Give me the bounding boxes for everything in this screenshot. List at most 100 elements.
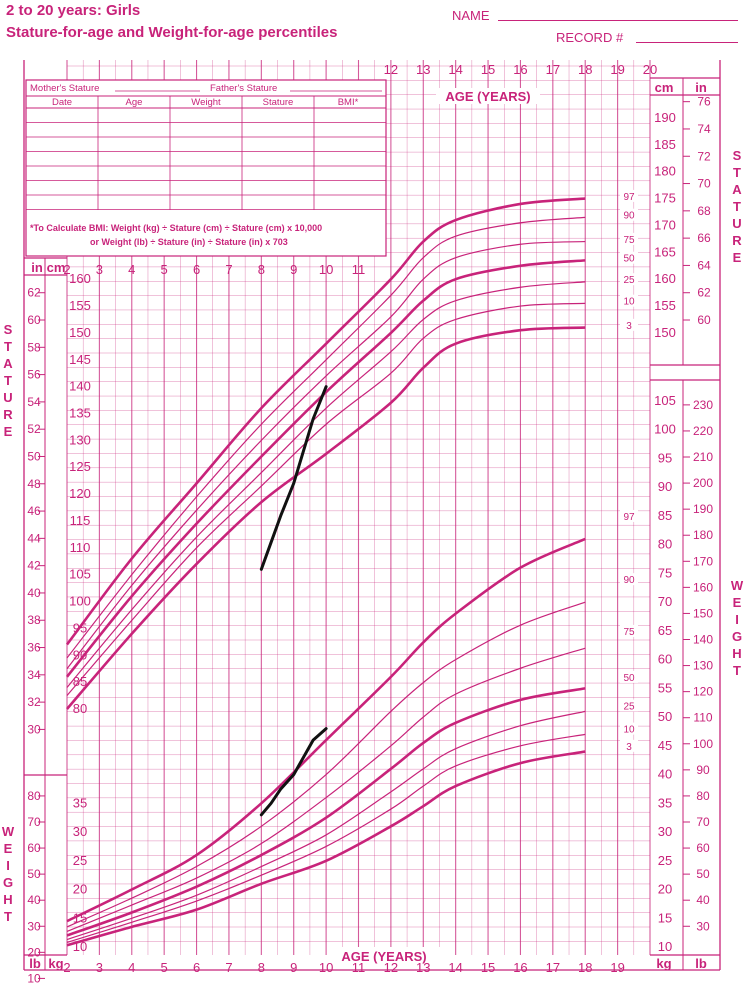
record-table: [25, 79, 387, 257]
stature-percentile-50-curve: [65, 259, 586, 678]
table-column-header: Weight: [191, 97, 221, 108]
weight-kg-tick-right: 75: [658, 565, 672, 580]
x-tick-label-bottom: 8: [258, 960, 265, 975]
stature-in-tick-left: 30: [27, 722, 41, 736]
stature-in-tick-left: 62: [27, 286, 41, 300]
stature-cm-tick-left: 90: [73, 647, 87, 662]
stature-in-tick-left: 46: [27, 504, 41, 518]
record-field[interactable]: [636, 42, 738, 43]
x-tick-label-upper: 3: [96, 262, 103, 277]
x-tick-label-bottom: 19: [610, 960, 624, 975]
stature-in-tick-left: 32: [27, 695, 41, 709]
weight-lb-tick-right: 130: [693, 659, 713, 673]
stature-in-tick-right: 70: [697, 177, 711, 191]
x-tick-label-bottom: 13: [416, 960, 430, 975]
stature-percentile-label: 50: [623, 254, 635, 265]
stature-cm-tick-left: 125: [69, 459, 91, 474]
weight-kg-tick-right: 105: [654, 393, 676, 408]
weight-percentile-90-curve: [66, 601, 586, 928]
xlabel-bg: [330, 947, 440, 963]
stature-in-tick-left: 54: [27, 395, 41, 409]
unit-in-right: in: [695, 80, 707, 95]
weight-lb-tick-right: 60: [696, 841, 710, 855]
stature-cm-tick-right: 150: [654, 325, 676, 340]
unit-kg-left: kg: [48, 956, 63, 971]
weight-lb-tick-left: 30: [27, 919, 41, 933]
weight-percentile-label: 90: [623, 575, 635, 586]
weight-kg-tick-right: 30: [658, 824, 672, 839]
stature-cm-tick-left: 115: [70, 513, 91, 528]
name-label: NAME: [452, 8, 490, 23]
weight-kg-tick-right: 95: [658, 450, 672, 465]
weight-lb-tick-right: 170: [693, 554, 713, 568]
weight-percentile-10-curve: [66, 733, 586, 943]
weight-percentile-label: 50: [623, 673, 635, 684]
x-tick-label-bottom: 12: [384, 960, 398, 975]
stature-cm-tick-left: 100: [69, 594, 91, 609]
stature-in-tick-right: 60: [697, 313, 711, 327]
stature-cm-tick-left: 150: [69, 325, 91, 340]
x-tick-label-bottom: 6: [193, 960, 200, 975]
x-tick-label-upper: 9: [290, 262, 297, 277]
weight-kg-tick-left: 35: [73, 795, 87, 810]
percentile-label-bg: [620, 232, 638, 245]
weight-kg-tick-right: 45: [658, 738, 672, 753]
x-tick-label-bottom: 4: [128, 960, 135, 975]
weight-lb-tick-right: 220: [693, 424, 713, 438]
percentile-label-bg: [620, 189, 638, 202]
x-tick-label-bottom: 15: [481, 960, 495, 975]
bmi-note: or Weight (lb) ÷ Stature (in) ÷ Stature …: [90, 237, 288, 247]
stature-in-tick-right: 72: [697, 149, 711, 163]
weight-kg-tick-right: 20: [658, 882, 672, 897]
weight-kg-tick-right: 85: [658, 508, 672, 523]
stature-cm-tick-right: 170: [654, 217, 676, 232]
stature-in-tick-left: 52: [27, 422, 41, 436]
weight-kg-tick-left: 30: [73, 824, 87, 839]
stature-percentile-label: 97: [623, 192, 635, 203]
stature-in-tick-left: 38: [27, 613, 41, 627]
stature-in-tick-left: 34: [27, 668, 41, 682]
weight-kg-tick-left: 20: [73, 882, 87, 897]
stature-cm-tick-left: 135: [69, 406, 91, 421]
weight-percentile-75-curve: [66, 647, 586, 933]
stature-percentile-label: 10: [623, 297, 635, 308]
x-tick-label-bottom: 3: [96, 960, 103, 975]
weight-kg-tick-right: 25: [658, 853, 672, 868]
table-column-header: Stature: [263, 97, 294, 108]
weight-kg-tick-right: 100: [654, 422, 676, 437]
percentile-label-bg: [620, 509, 638, 522]
name-field[interactable]: [498, 20, 738, 21]
x-tick-label-upper: 4: [128, 262, 135, 277]
weight-kg-tick-right: 65: [658, 623, 672, 638]
percentile-label-bg: [620, 294, 638, 307]
stature-cm-tick-left: 130: [69, 432, 91, 447]
weight-kg-tick-right: 50: [658, 709, 672, 724]
stature-in-tick-right: 68: [697, 204, 711, 218]
weight-percentile-label: 97: [623, 512, 635, 523]
stature-percentile-label: 75: [623, 235, 635, 246]
weight-lb-tick-left: 50: [27, 867, 41, 881]
x-tick-label-top: 17: [546, 62, 560, 77]
stature-percentile-90-curve: [66, 216, 586, 659]
weight-kg-tick-right: 80: [658, 537, 672, 552]
weight-lb-tick-left: 40: [27, 893, 41, 907]
x-tick-label-top: 18: [578, 62, 592, 77]
stature-cm-tick-right: 160: [654, 271, 676, 286]
percentile-label-bg: [620, 208, 638, 221]
weight-lb-tick-right: 110: [693, 711, 712, 725]
weight-kg-tick-right: 35: [658, 795, 672, 810]
weight-lb-tick-left: 10: [27, 971, 41, 985]
weight-kg-tick-right: 10: [658, 939, 672, 954]
stature-in-tick-left: 44: [27, 531, 41, 545]
xlabel-bg: [436, 88, 540, 104]
stature-cm-tick-left: 140: [69, 379, 91, 394]
x-tick-label-upper: 8: [258, 262, 265, 277]
weight-lb-tick-right: 140: [693, 633, 713, 647]
weight-kg-tick-right: 55: [658, 680, 672, 695]
unit-lb-left: lb: [29, 956, 41, 971]
stature-percentile-25-curve: [66, 281, 586, 688]
weight-lb-tick-right: 70: [696, 815, 710, 829]
weight-lb-tick-left: 70: [27, 815, 41, 829]
x-tick-label-bottom: 11: [352, 960, 366, 975]
